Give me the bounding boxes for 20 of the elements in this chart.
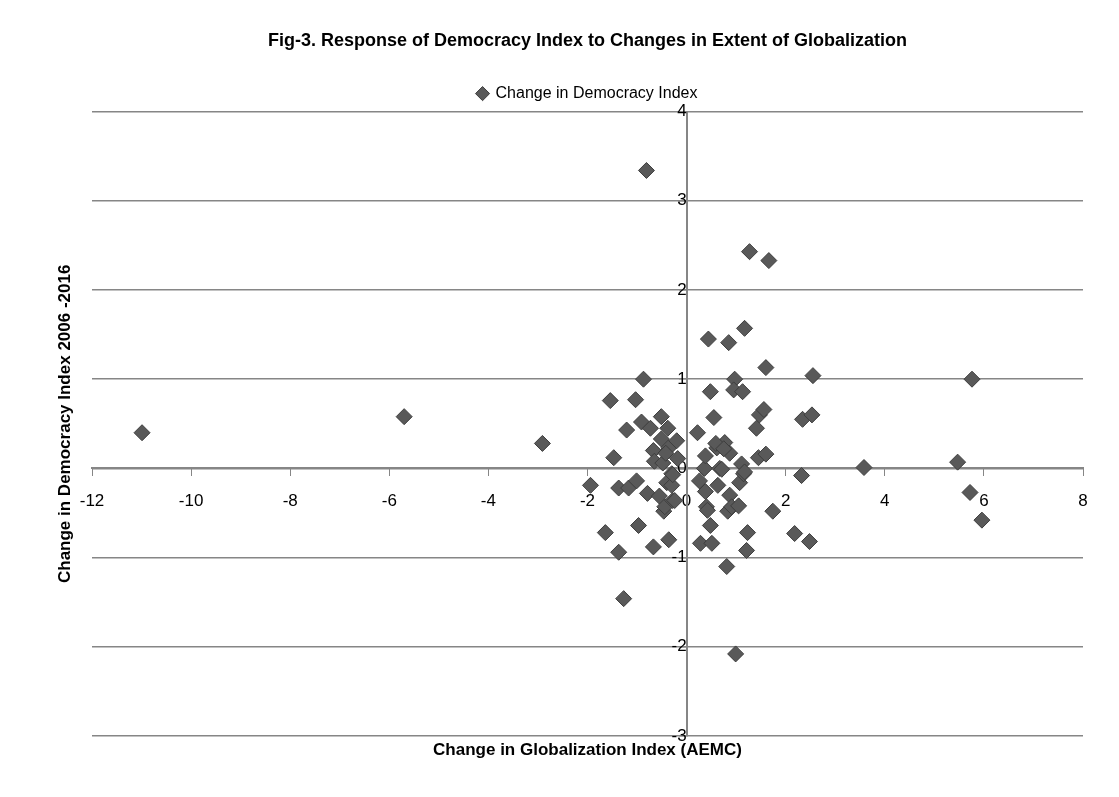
x-axis-title: Change in Globalization Index (AEMC) bbox=[433, 740, 742, 760]
y-tick-label: -2 bbox=[671, 636, 687, 656]
x-tick-label: 4 bbox=[880, 491, 890, 511]
x-tick-label: -12 bbox=[79, 491, 105, 511]
x-tick-label: 2 bbox=[780, 491, 791, 511]
legend-label: Change in Democracy Index bbox=[495, 84, 698, 102]
x-tick-label: -10 bbox=[178, 491, 204, 511]
y-tick-label: 4 bbox=[677, 101, 687, 121]
chart-title: Fig-3. Response of Democracy Index to Changes in Extent of Globalization bbox=[267, 29, 908, 50]
y-tick-label: -1 bbox=[671, 547, 687, 567]
x-tick-label: -8 bbox=[282, 491, 298, 511]
x-tick-label: 6 bbox=[979, 491, 989, 511]
x-tick-label: 8 bbox=[1078, 491, 1088, 511]
y-axis-title: Change in Democracy Index 2006 -2016 bbox=[55, 264, 75, 584]
y-tick-label: 3 bbox=[677, 190, 687, 210]
x-tick-label: -2 bbox=[579, 491, 596, 511]
y-tick-label: 2 bbox=[677, 279, 687, 299]
x-tick-label: -6 bbox=[381, 491, 397, 511]
x-tick-label: -4 bbox=[480, 491, 496, 511]
y-tick-label: 1 bbox=[677, 368, 687, 388]
